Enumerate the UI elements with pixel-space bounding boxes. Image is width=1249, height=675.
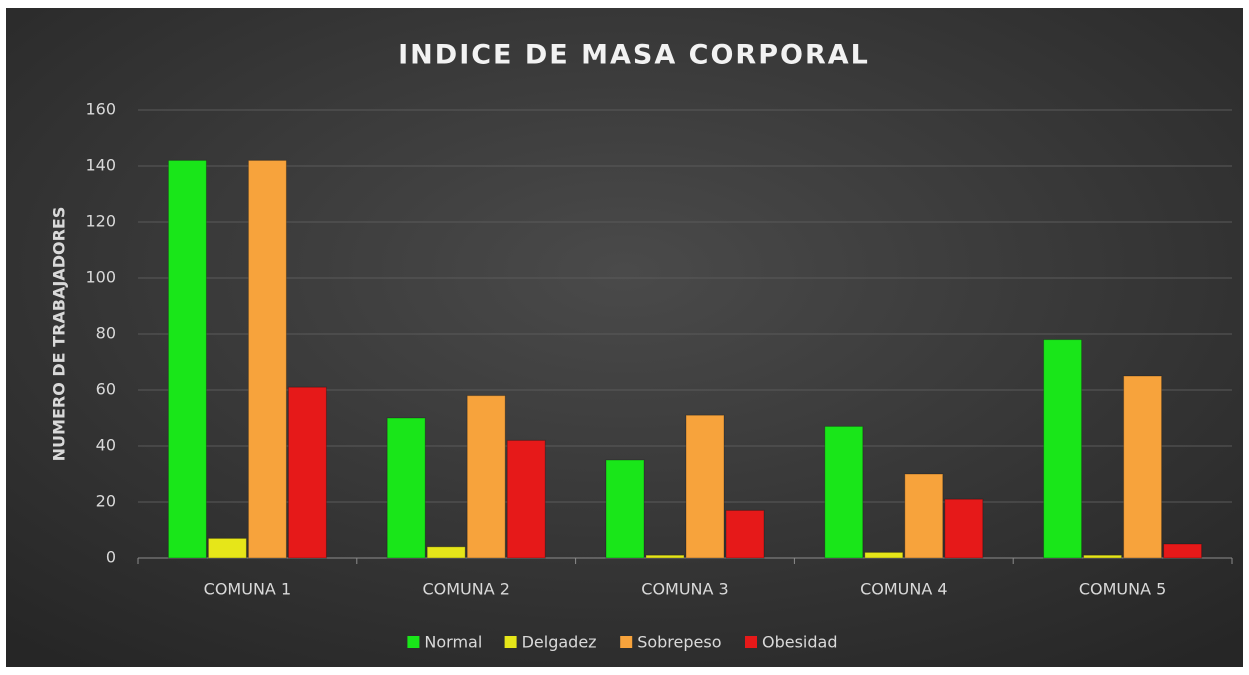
bar	[167, 159, 207, 559]
legend-label: Normal	[424, 633, 482, 652]
y-tick-label: 0	[106, 548, 116, 567]
x-tick-label: COMUNA 3	[641, 580, 728, 599]
y-axis-title: NUMERO DE TRABAJADORES	[50, 207, 69, 462]
bar	[605, 459, 645, 559]
x-tick-label: COMUNA 1	[204, 580, 291, 599]
y-tick-label: 100	[85, 268, 116, 287]
bar	[506, 439, 546, 559]
bar	[1043, 339, 1083, 559]
y-tick-label: 20	[96, 492, 116, 511]
y-tick-label: 40	[96, 436, 116, 455]
bar	[944, 498, 984, 559]
chart-title: INDICE DE MASA CORPORAL	[398, 40, 870, 71]
legend-swatch	[407, 636, 420, 648]
bar	[864, 551, 904, 559]
bar	[685, 414, 725, 559]
legend-swatch	[504, 636, 517, 648]
y-tick-label: 140	[85, 156, 116, 175]
y-tick-label: 120	[85, 212, 116, 231]
legend-label: Delgadez	[522, 633, 597, 652]
y-tick-label: 60	[96, 380, 116, 399]
legend-swatch	[745, 636, 757, 648]
y-tick-label: 160	[85, 100, 116, 119]
bar	[466, 395, 506, 559]
bar	[207, 537, 247, 559]
x-tick-label: COMUNA 2	[422, 580, 509, 599]
bar	[426, 546, 466, 559]
legend-swatch	[620, 636, 633, 648]
x-tick-label: COMUNA 4	[860, 580, 947, 599]
bar	[247, 159, 287, 559]
x-tick-label: COMUNA 5	[1079, 580, 1166, 599]
legend-label: Sobrepeso	[637, 633, 721, 652]
y-tick-label: 80	[96, 324, 116, 343]
bar	[645, 554, 685, 559]
bar	[386, 417, 426, 559]
bar	[1123, 375, 1163, 559]
bar	[1163, 543, 1203, 559]
bar	[904, 473, 944, 559]
bar	[824, 425, 864, 559]
bar	[725, 509, 765, 559]
bar	[1083, 554, 1123, 559]
bar	[287, 386, 327, 559]
legend-label: Obesidad	[762, 633, 838, 652]
